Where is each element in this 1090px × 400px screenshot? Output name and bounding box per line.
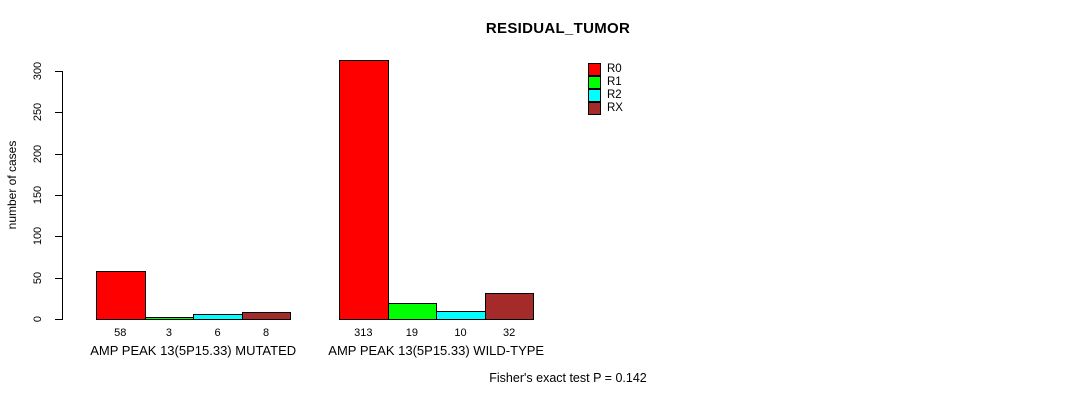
group-label: AMP PEAK 13(5P15.33) MUTATED: [90, 343, 297, 358]
bar-value-label: 10: [454, 327, 467, 339]
y-tick-mark: [55, 71, 62, 72]
legend-label: RX: [607, 102, 623, 114]
bar-r1-group2: [387, 303, 438, 320]
y-tick-label: 50: [32, 271, 44, 284]
bar-value-label: 313: [354, 327, 373, 339]
bar-rx-group2: [484, 292, 535, 320]
y-tick-label: 100: [32, 227, 44, 246]
legend-row: R2: [588, 89, 623, 102]
bar-r0-group1: [96, 271, 146, 320]
bar-value-label: 8: [263, 327, 270, 339]
y-tick-label: 150: [32, 185, 44, 205]
y-axis-line: [62, 71, 63, 320]
bar-r0-group2: [339, 60, 389, 320]
legend: R0 R1 R2 RX: [588, 63, 623, 115]
legend-row: RX: [588, 102, 623, 115]
y-tick-mark: [55, 153, 62, 155]
legend-label: R0: [607, 63, 622, 75]
bar-value-label: 6: [214, 327, 221, 339]
bar-value-label: 3: [165, 327, 172, 339]
y-tick-label: 250: [32, 103, 44, 122]
y-tick-mark: [55, 319, 62, 320]
legend-swatch-r2: [588, 89, 601, 102]
bar-value-label: 58: [114, 327, 127, 339]
legend-row: R0: [588, 63, 623, 76]
legend-label: R2: [607, 89, 622, 101]
legend-row: R1: [588, 76, 623, 89]
bar-value-label: 19: [405, 327, 419, 339]
legend-swatch-r0: [588, 63, 601, 76]
bar-value-label: 32: [502, 327, 516, 339]
y-tick-mark: [55, 195, 62, 196]
chart-title: RESIDUAL_TUMOR: [485, 20, 631, 37]
legend-label: R1: [607, 76, 622, 88]
bar-r2-group2: [436, 310, 486, 320]
bar-rx-group1: [241, 312, 292, 320]
y-tick-label: 300: [32, 61, 44, 81]
y-tick-label: 0: [32, 315, 44, 323]
y-tick-label: 200: [32, 144, 44, 163]
y-tick-mark: [55, 112, 62, 114]
legend-swatch-rx: [588, 102, 601, 115]
y-tick-mark: [55, 236, 62, 238]
y-axis-label: number of cases: [5, 140, 19, 230]
group-label: AMP PEAK 13(5P15.33) WILD-TYPE: [328, 343, 545, 358]
stats-annotation: Fisher's exact test P = 0.142: [489, 371, 647, 385]
y-tick-mark: [55, 277, 62, 279]
legend-swatch-r1: [588, 76, 601, 89]
bar-r2-group1: [193, 314, 243, 320]
bar-r1-group1: [144, 316, 195, 320]
